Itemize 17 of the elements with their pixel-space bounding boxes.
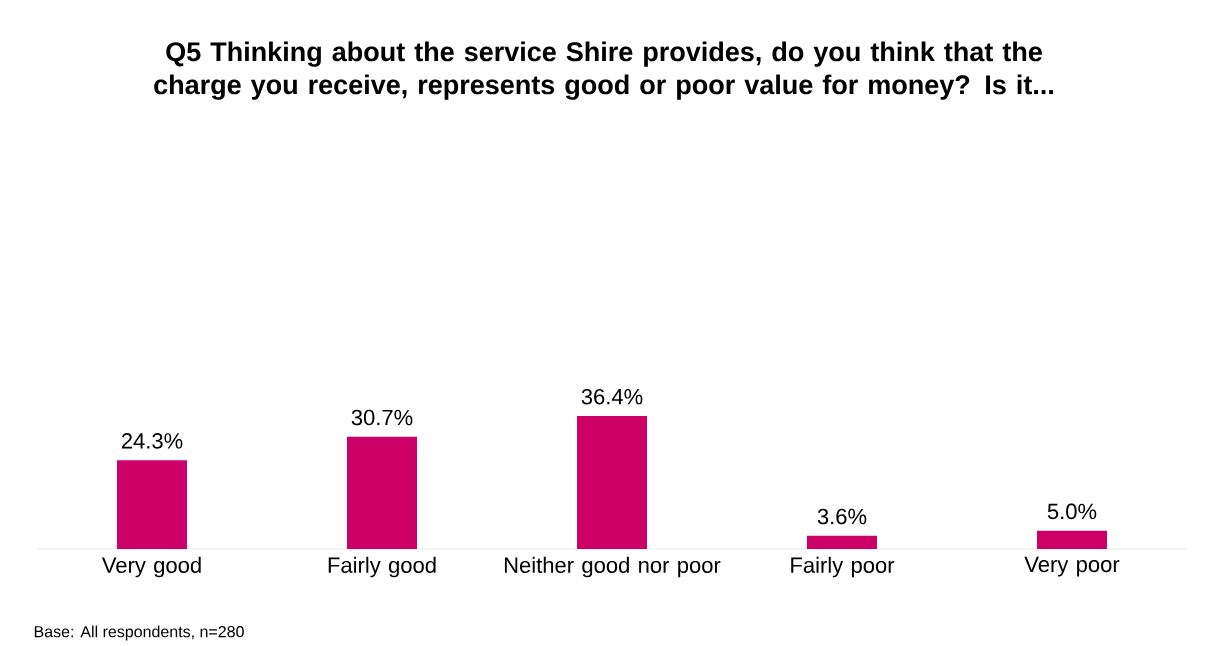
- data-label: 3.6%: [817, 508, 867, 525]
- x-tick-label: Fairly good: [328, 556, 436, 578]
- bar: [347, 436, 417, 549]
- text: Base: All respondents, n=280: [34, 625, 244, 641]
- bar: [1036, 530, 1107, 549]
- data-label: 36.4%: [581, 388, 643, 405]
- data-label: 30.7%: [351, 409, 413, 426]
- x-tick-label: Fairly poor: [791, 556, 895, 578]
- chart-title: Q5 Thinking about the service Shire provides, do you think that the charge you receive, represents good or poor value for money? Is it...: [154, 41, 1053, 100]
- x-tick-label: Very good: [101, 556, 201, 578]
- data-label: 24.3%: [121, 433, 183, 449]
- bar: [117, 460, 187, 549]
- bar: [576, 416, 647, 549]
- x-tick-label: Neither good nor poor: [504, 556, 721, 578]
- data-label: 5.0%: [1047, 503, 1097, 520]
- bar: [806, 535, 877, 549]
- x-tick-label: Very poor: [1024, 556, 1120, 577]
